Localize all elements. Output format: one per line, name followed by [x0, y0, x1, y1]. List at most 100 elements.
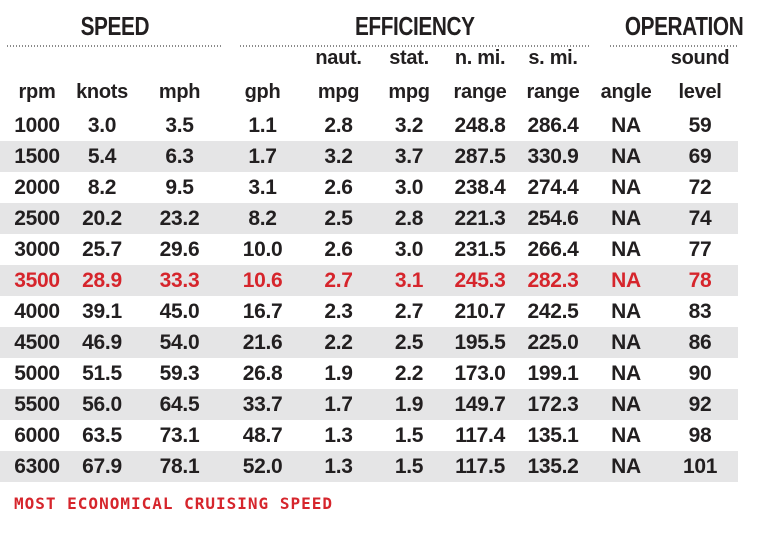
table-cell: 46.9: [82, 330, 122, 354]
rpm-cell: 1500: [14, 144, 60, 168]
table-cell: 98: [688, 423, 712, 447]
table-cell: 3.1: [394, 268, 424, 292]
table-cell: 101: [682, 454, 718, 478]
table-cell: 5.4: [87, 144, 117, 168]
table-cell: 28.9: [82, 268, 122, 292]
footnote-most-economical: MOST ECONOMICAL CRUISING SPEED: [14, 494, 333, 513]
table-cell: 274.4: [527, 175, 579, 199]
table-cell: 20.2: [82, 206, 122, 230]
table-cell: NA: [611, 144, 641, 168]
unit-naut: naut.: [315, 47, 362, 69]
col-header-gph: gph: [244, 81, 281, 103]
table-cell: 3.0: [87, 113, 117, 137]
table-cell: 78: [688, 268, 712, 292]
table-cell: 3.0: [394, 175, 424, 199]
table-cell: 10.0: [242, 237, 283, 261]
table-cell: 3.7: [394, 144, 424, 168]
table-cell: 77: [688, 237, 712, 261]
table-row: 3500 28.9 33.3 10.6 2.7 3.1 245.3 282.3 NA 78: [0, 265, 739, 296]
table-body: 1000 3.0 3.5 1.1 2.8 3.2 248.8 286.4 NA 59 1500 5.4…: [0, 110, 739, 482]
table-cell: 1.7: [324, 392, 353, 416]
col-header-angle: angle: [600, 81, 652, 103]
col-header-stat-mpg: mpg: [388, 81, 430, 103]
table-cell: NA: [611, 392, 641, 416]
table-cell: 2.7: [324, 268, 353, 292]
table-cell: 117.5: [455, 454, 505, 478]
group-title-operation: OPERATION: [624, 11, 744, 41]
table-cell: 69: [688, 144, 712, 168]
table-cell: NA: [611, 175, 641, 199]
group-header-row: SPEED EFFICIENCY OPERATION: [0, 0, 744, 47]
table-cell: 59.3: [159, 361, 200, 385]
table-cell: 2.7: [394, 299, 424, 323]
table-cell: 26.8: [242, 361, 283, 385]
table-cell: 54.0: [159, 330, 200, 354]
table-row: 1500 5.4 6.3 1.7 3.2 3.7 287.5 330.9 NA 69: [0, 141, 739, 172]
table-row: 2500 20.2 23.2 8.2 2.5 2.8 221.3 254.6 NA 74: [0, 203, 739, 234]
table-cell: 231.5: [454, 237, 506, 261]
rpm-cell: 5000: [14, 361, 60, 385]
table-cell: 72: [688, 175, 712, 199]
table-cell: NA: [611, 113, 641, 137]
performance-data-sheet: SPEED EFFICIENCY OPERATION: [0, 0, 744, 513]
table-cell: 90: [688, 361, 712, 385]
efficiency-group-rule: EFFICIENCY: [240, 11, 591, 47]
group-cell-efficiency: EFFICIENCY: [222, 0, 591, 47]
performance-table: SPEED EFFICIENCY OPERATION: [0, 0, 744, 482]
table-cell: 2.2: [394, 361, 424, 385]
table-cell: NA: [611, 268, 641, 292]
table-cell: 225.0: [527, 330, 579, 354]
table-cell: 135.1: [527, 423, 579, 447]
table-cell: 3.2: [324, 144, 353, 168]
table-row: 1000 3.0 3.5 1.1 2.8 3.2 248.8 286.4 NA 59: [0, 110, 738, 141]
table-row: 2000 8.2 9.5 3.1 2.6 3.0 238.4 274.4 NA 72: [0, 172, 738, 203]
col-header-nmi-range: range: [453, 81, 507, 103]
rpm-cell: 2500: [14, 206, 60, 230]
table-cell: 33.7: [242, 392, 283, 416]
rpm-cell: 6000: [14, 423, 60, 447]
table-cell: 1.3: [324, 423, 353, 447]
col-header-mph: mph: [158, 81, 201, 103]
col-header-rpm: rpm: [18, 81, 56, 103]
rpm-cell: 1000: [14, 113, 60, 137]
table-cell: NA: [611, 299, 641, 323]
table-cell: 16.7: [242, 299, 283, 323]
table-cell: 2.6: [324, 175, 353, 199]
table-row: 4000 39.1 45.0 16.7 2.3 2.7 210.7 242.5 NA 83: [0, 296, 738, 327]
table-cell: 242.5: [527, 299, 579, 323]
table-cell: 2.5: [324, 206, 353, 230]
table-cell: 59: [688, 113, 712, 137]
col-header-knots: knots: [76, 81, 128, 103]
table-cell: 86: [688, 330, 712, 354]
table-cell: 117.4: [455, 423, 505, 447]
table-cell: 73.1: [159, 423, 200, 447]
table-cell: 199.1: [527, 361, 579, 385]
table-cell: NA: [611, 454, 641, 478]
table-cell: 248.8: [454, 113, 506, 137]
table-cell: 2.6: [324, 237, 353, 261]
table-cell: 74: [688, 206, 712, 230]
table-cell: 2.8: [324, 113, 353, 137]
table-cell: 2.2: [324, 330, 353, 354]
table-cell: 1.9: [324, 361, 353, 385]
table-cell: 286.4: [527, 113, 579, 137]
subheader-columns-row: rpm knots mph gph mpg mpg range range an…: [0, 70, 738, 110]
table-cell: NA: [611, 330, 641, 354]
table-cell: 149.7: [454, 392, 506, 416]
rpm-cell: 2000: [14, 175, 60, 199]
table-cell: 56.0: [82, 392, 122, 416]
unit-blank-mph: [137, 47, 222, 70]
group-cell-operation: OPERATION: [590, 0, 744, 47]
table-cell: 39.1: [82, 299, 122, 323]
table-row: 6000 63.5 73.1 48.7 1.3 1.5 117.4 135.1 NA 98: [0, 420, 738, 451]
table-cell: 92: [688, 392, 712, 416]
table-cell: 2.3: [324, 299, 353, 323]
group-title-efficiency: EFFICIENCY: [355, 11, 475, 41]
speed-group-rule: SPEED: [7, 11, 223, 47]
table-cell: 3.0: [394, 237, 424, 261]
table-cell: 210.7: [454, 299, 506, 323]
rpm-cell: 3500: [14, 268, 60, 292]
table-cell: 173.0: [454, 361, 506, 385]
col-header-level: level: [678, 81, 722, 103]
table-cell: 8.2: [87, 175, 117, 199]
